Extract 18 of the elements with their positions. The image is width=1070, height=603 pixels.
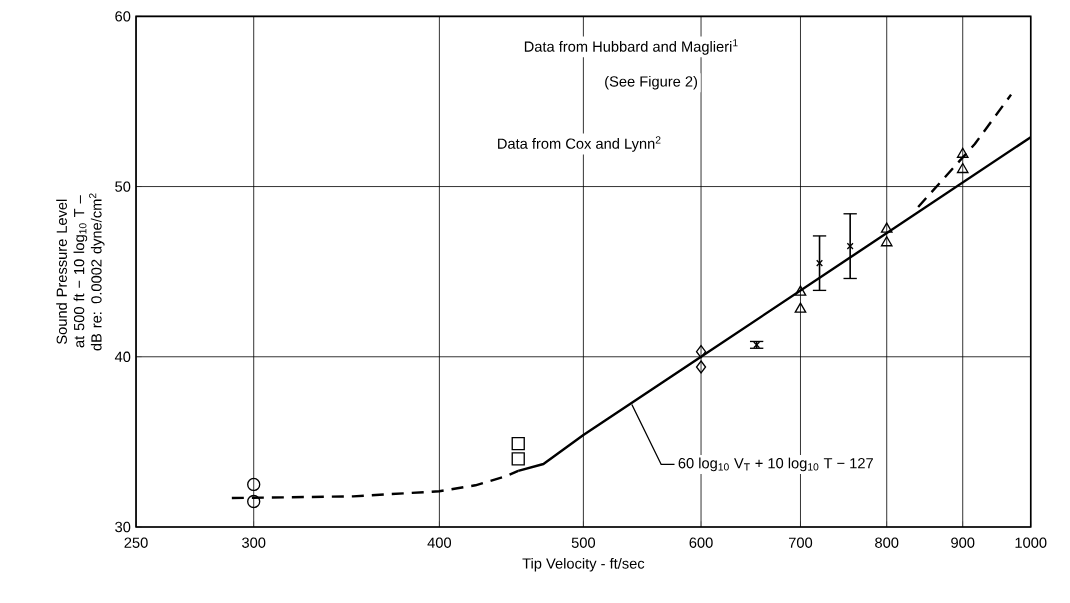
annotation: Data from Hubbard and Maglieri$^{1}$ bbox=[524, 39, 738, 55]
x-tick-label: 1000 bbox=[1015, 537, 1047, 548]
y-tick-label: 40 bbox=[114, 351, 131, 362]
annotation: (See Figure 2) bbox=[605, 75, 698, 90]
y-tick-label: 30 bbox=[115, 521, 131, 533]
x-tick-label: 500 bbox=[571, 537, 596, 548]
x-axis-title: Tip Velocity - ft/sec bbox=[522, 557, 645, 572]
y-tick-label: 60 bbox=[115, 11, 131, 22]
annotation: 60 log$_{10}$ V$_{T}$ + 10 log$_{10}$ T − 127 bbox=[678, 457, 873, 472]
x-tick-label: 800 bbox=[875, 537, 899, 548]
x-tick-label: 250 bbox=[124, 537, 148, 548]
x-tick-label: 300 bbox=[242, 537, 266, 548]
y-tick-label: 50 bbox=[115, 181, 131, 192]
x-tick-label: 900 bbox=[951, 537, 975, 548]
x-tick-label: 700 bbox=[788, 537, 813, 548]
annotation: Data from Cox and Lynn$^{2}$ bbox=[498, 136, 661, 152]
x-tick-label: 400 bbox=[427, 537, 452, 548]
x-tick-label: 600 bbox=[689, 537, 713, 548]
